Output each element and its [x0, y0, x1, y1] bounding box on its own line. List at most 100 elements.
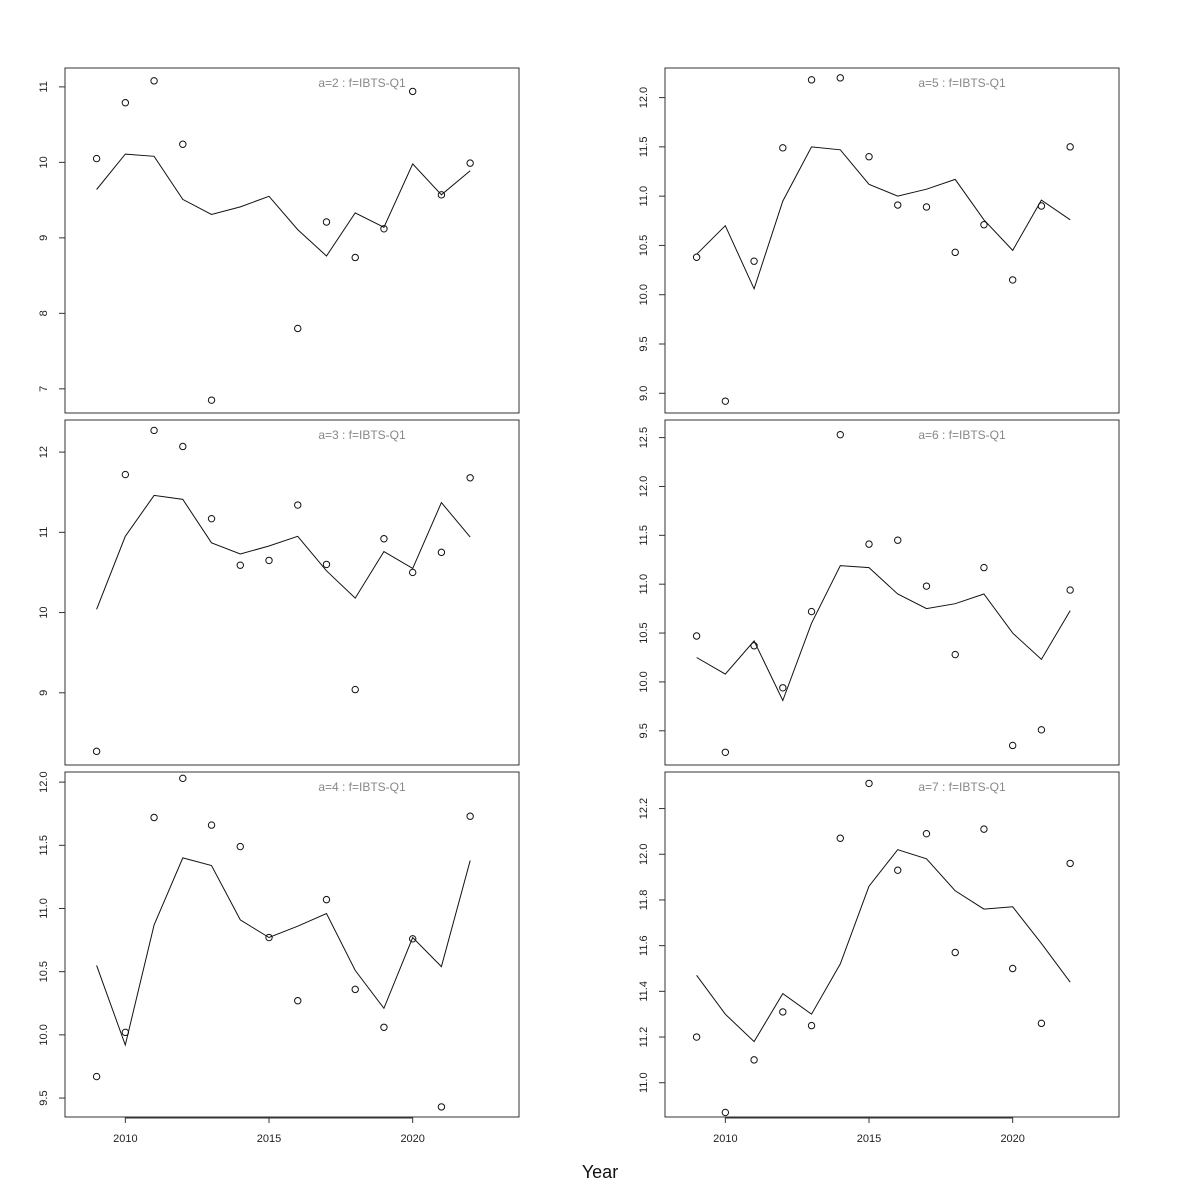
- panel-frame: [664, 419, 1120, 766]
- data-point: [437, 548, 446, 557]
- data-point: [836, 74, 844, 82]
- panel-1: a=2 : f=IBTS-Q1 7 8 9 10 11: [38, 67, 520, 414]
- data-point: [750, 642, 758, 650]
- data-point: [179, 774, 187, 783]
- y-tick-label: 12.2: [638, 798, 650, 819]
- data-point: [121, 99, 130, 107]
- data-point: [836, 430, 844, 439]
- data-point: [980, 563, 988, 572]
- y-tick-label: 8: [38, 310, 50, 316]
- y-tick-label: 11.0: [638, 574, 650, 595]
- data-point: [322, 895, 331, 904]
- panel-frame: [64, 771, 520, 1118]
- y-tick-label: 11.0: [638, 1072, 650, 1093]
- data-point: [1066, 143, 1074, 151]
- y-tick-label: 11.0: [638, 186, 650, 207]
- data-point: [294, 324, 302, 333]
- data-point: [1008, 276, 1017, 284]
- y-tick-label: 10.5: [38, 961, 50, 982]
- y-tick-label: 10.5: [638, 235, 650, 256]
- data-point: [92, 1072, 101, 1081]
- y-tick-label: 9.5: [638, 336, 650, 351]
- data-point: [807, 76, 816, 84]
- data-point: [466, 159, 474, 167]
- data-point: [265, 933, 273, 942]
- panel-frame: [64, 67, 520, 414]
- data-point: [351, 985, 359, 994]
- panel-title: a=3 : f=IBTS-Q1: [318, 428, 406, 442]
- data-point: [692, 1033, 701, 1041]
- panel-5: a=4 : f=IBTS-Q1 9.5 10.0 10.5 11.0 11.5 12.0 20…: [38, 771, 520, 1145]
- data-point: [980, 221, 988, 229]
- panel-4: a=6 : f=IBTS-Q1 9.5 10.0 10.5 11.0 11.5 12.0 12…: [638, 419, 1120, 766]
- y-tick-label: 10.5: [638, 622, 650, 643]
- data-point: [779, 144, 787, 152]
- data-point: [779, 1008, 787, 1016]
- fitted-line: [96, 857, 471, 1047]
- y-tick-label: 7: [38, 386, 50, 392]
- data-point: [922, 582, 931, 590]
- panel-6: a=7 : f=IBTS-Q1 11.0 11.2 11.4 11.6 11.8 12.0 1…: [638, 771, 1120, 1145]
- y-tick-label: 10.0: [638, 671, 650, 692]
- panel-frame: [64, 419, 520, 766]
- panel-frame: [664, 771, 1120, 1118]
- data-point: [779, 684, 787, 692]
- data-point: [692, 632, 701, 640]
- data-point: [1066, 586, 1074, 594]
- data-point: [408, 87, 417, 96]
- data-point: [294, 997, 302, 1005]
- y-tick-label: 10.0: [38, 1024, 50, 1045]
- data-point: [408, 568, 417, 577]
- data-point: [351, 253, 359, 262]
- data-point: [721, 748, 730, 756]
- data-point: [236, 842, 244, 851]
- data-point: [721, 397, 730, 405]
- data-point: [894, 536, 902, 544]
- data-point: [466, 812, 474, 820]
- y-tick-label: 11.5: [38, 835, 50, 856]
- y-tick-label: 12.5: [638, 427, 650, 448]
- y-tick-label: 11: [38, 81, 50, 92]
- y-tick-label: 9.5: [38, 1090, 50, 1105]
- data-point: [380, 535, 388, 543]
- data-point: [951, 948, 959, 957]
- y-tick-label: 12.0: [638, 844, 650, 865]
- data-point: [1037, 726, 1046, 734]
- data-point: [865, 779, 873, 788]
- data-point: [692, 253, 701, 261]
- panel-title: a=7 : f=IBTS-Q1: [918, 780, 1006, 794]
- data-point: [951, 650, 959, 659]
- fitted-line: [696, 565, 1071, 702]
- data-point: [466, 474, 474, 482]
- y-tick-label: 9: [38, 235, 50, 241]
- data-point: [721, 1108, 730, 1117]
- data-point: [179, 442, 187, 451]
- y-tick-label: 12.0: [38, 771, 50, 792]
- data-point: [207, 821, 216, 829]
- y-tick-label: 11.4: [638, 981, 650, 1002]
- y-tick-label: 12: [38, 446, 50, 458]
- panel-title: a=4 : f=IBTS-Q1: [318, 780, 406, 794]
- panel-title: a=2 : f=IBTS-Q1: [318, 76, 406, 90]
- data-point: [179, 140, 187, 148]
- y-tick-label: 11.5: [638, 525, 650, 546]
- data-point: [922, 203, 931, 211]
- panel-2: a=5 : f=IBTS-Q1 9.0 9.5 10.0 10.5 11.0 11.5 12.…: [638, 67, 1120, 414]
- data-point: [750, 257, 758, 265]
- data-point: [1008, 741, 1017, 750]
- x-tick-label: 2010: [713, 1133, 737, 1145]
- data-point: [380, 1023, 388, 1031]
- data-point: [980, 825, 988, 833]
- data-point: [380, 225, 388, 233]
- y-tick-label: 11.8: [638, 890, 650, 911]
- data-point: [351, 685, 359, 694]
- data-point: [265, 556, 273, 565]
- y-tick-label: 9: [38, 690, 50, 696]
- y-tick-label: 12.0: [638, 87, 650, 108]
- y-tick-label: 11.0: [38, 898, 50, 919]
- x-tick-label: 2015: [857, 1133, 881, 1145]
- data-point: [865, 153, 873, 161]
- data-point: [865, 540, 873, 548]
- fitted-line: [96, 494, 471, 610]
